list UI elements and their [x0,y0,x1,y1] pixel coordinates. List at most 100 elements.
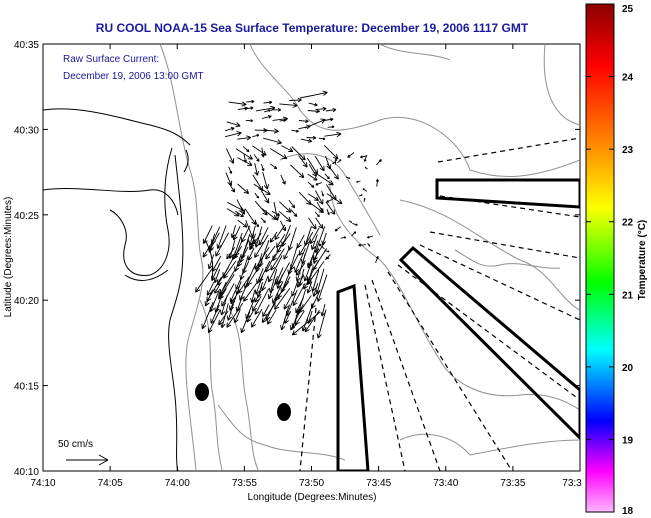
current-vector-arrow [211,262,221,282]
current-vector-arrow [362,188,368,192]
current-vector-arrow [269,231,278,243]
current-vector-arrow [306,281,313,294]
current-vector-arrow [288,199,296,209]
current-vector-arrow [206,276,222,302]
current-vector-arrow [324,173,330,180]
current-vector-arrow [294,310,305,326]
current-vector-arrow [242,261,250,274]
current-vector-arrow [251,308,263,328]
current-vector-arrow [324,131,342,138]
current-vector-arrow [316,274,328,302]
current-vector-arrow [348,220,353,223]
current-vector-arrow [308,102,318,107]
current-vector-arrow [290,209,298,218]
current-vector-arrow [375,179,379,187]
colorbar-tick-label: 20 [622,363,634,374]
current-vector-arrow [315,106,327,111]
current-vector-arrow [309,227,320,245]
current-vector-arrow [290,164,305,179]
x-tick-label: 73:55 [232,478,257,489]
current-vector-arrow [221,283,235,307]
current-vector-arrow [279,102,298,108]
current-vector-arrow [279,118,287,122]
current-annotation-line2: December 19, 2006 13:00 GMT [63,71,204,82]
colorbar-ticks: 25 24 23 22 21 20 19 18 [586,3,634,517]
current-vector-arrow [216,225,227,250]
current-vector-arrow [254,275,264,295]
current-vector-arrow [261,190,270,204]
current-vector-arrow [318,137,326,141]
current-vector-arrow [292,283,306,306]
y-tick-label: 40:25 [14,211,39,222]
colorbar-tick-label: 22 [622,218,634,229]
current-vector-arrow [325,107,337,113]
current-vector-arrow [308,193,319,202]
current-vector-arrow [323,144,339,160]
current-vector-arrow [327,125,335,129]
current-vector-arrow [311,269,320,292]
current-vector-arrow [237,276,250,294]
current-vector-arrow [308,217,317,230]
current-vector-arrow [207,309,221,334]
current-vector-arrow [326,198,334,203]
current-vector-arrow [276,234,286,248]
current-vector-arrow [364,166,368,170]
current-vector-arrow [312,241,326,261]
station-marker [195,383,209,401]
current-vector-arrow [315,190,324,205]
current-vector-arrow [307,181,315,188]
current-vector-arrow [270,248,285,271]
current-vector-arrow [300,138,313,143]
current-vector-arrow [254,288,270,315]
map-content [43,44,580,471]
current-vector-arrow [260,217,266,224]
current-vector-arrow [226,302,244,328]
current-vector-arrow [218,310,229,326]
current-vector-arrow [310,290,321,309]
current-vector-arrow [228,101,247,107]
current-vector-arrow [223,260,237,279]
scale-label: 50 cm/s [58,439,93,450]
current-vector-arrow [352,222,358,226]
current-vector-arrow [279,220,286,232]
current-vector-arrow [244,106,254,110]
current-vector-arrow [289,97,302,103]
current-vector-arrow [337,159,342,164]
current-vector-arrow [326,208,330,216]
station-marker [277,403,291,421]
current-vector-arrow [314,211,320,218]
current-vector-arrow [252,295,262,312]
current-vector-arrow [315,182,322,186]
current-vector-arrow [267,275,279,300]
y-tick-label: 40:35 [14,40,39,51]
colorbar-tick-label: 21 [622,290,634,301]
current-vector-arrow [260,164,265,172]
current-vector-arrow [316,201,324,213]
current-vector-arrow [307,173,318,181]
current-vector-arrow [308,163,317,177]
current-vector-arrow [261,302,277,323]
current-vector-arrow [332,161,336,165]
current-vector-arrow [237,135,252,141]
current-vector-arrow [202,225,213,244]
current-vector-arrow [334,226,341,232]
current-vector-arrow [315,217,324,229]
current-vector-arrow [261,114,272,119]
current-vector-arrow [264,109,271,113]
current-vector-arrow [237,219,248,228]
current-vector-arrow [280,174,286,185]
current-vector-arrow [317,174,334,186]
current-vector-arrow [274,287,291,310]
current-vector-arrow [273,201,280,221]
current-vector-arrow [254,289,262,303]
current-vector-arrow [253,154,260,162]
current-vector-arrow [304,309,320,333]
current-vector-arrow [237,246,249,267]
y-tick-label: 40:10 [14,467,39,478]
current-vector-arrow [324,257,330,260]
current-vector-arrow [287,227,297,251]
current-vector-arrow [315,268,325,294]
current-vector-arrow [244,262,257,289]
current-vector-arrow [345,176,351,180]
current-vector-arrow [245,220,254,239]
